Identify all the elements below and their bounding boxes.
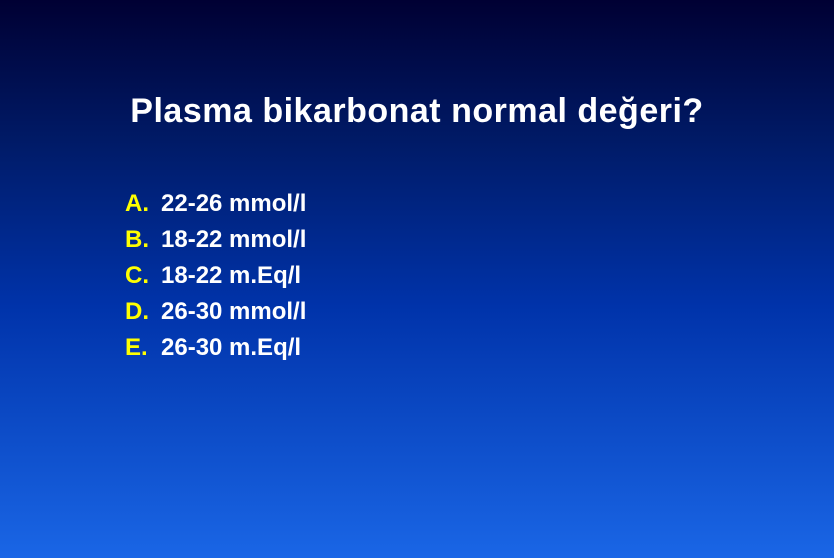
- option-text: 26-30 mmol/l: [161, 298, 306, 326]
- option-e: E. 26-30 m.Eq/l: [125, 334, 306, 362]
- options-list: A. 22-26 mmol/l B. 18-22 mmol/l C. 18-22…: [125, 190, 306, 370]
- option-text: 22-26 mmol/l: [161, 190, 306, 218]
- option-text: 18-22 mmol/l: [161, 226, 306, 254]
- option-a: A. 22-26 mmol/l: [125, 190, 306, 218]
- option-marker: C.: [125, 262, 161, 290]
- option-marker: D.: [125, 298, 161, 326]
- slide: Plasma bikarbonat normal değeri? A. 22-2…: [0, 0, 834, 558]
- option-d: D. 26-30 mmol/l: [125, 298, 306, 326]
- option-marker: A.: [125, 190, 161, 218]
- option-b: B. 18-22 mmol/l: [125, 226, 306, 254]
- option-marker: B.: [125, 226, 161, 254]
- option-text: 26-30 m.Eq/l: [161, 334, 301, 362]
- option-marker: E.: [125, 334, 161, 362]
- option-text: 18-22 m.Eq/l: [161, 262, 301, 290]
- option-c: C. 18-22 m.Eq/l: [125, 262, 306, 290]
- slide-title: Plasma bikarbonat normal değeri?: [0, 92, 834, 131]
